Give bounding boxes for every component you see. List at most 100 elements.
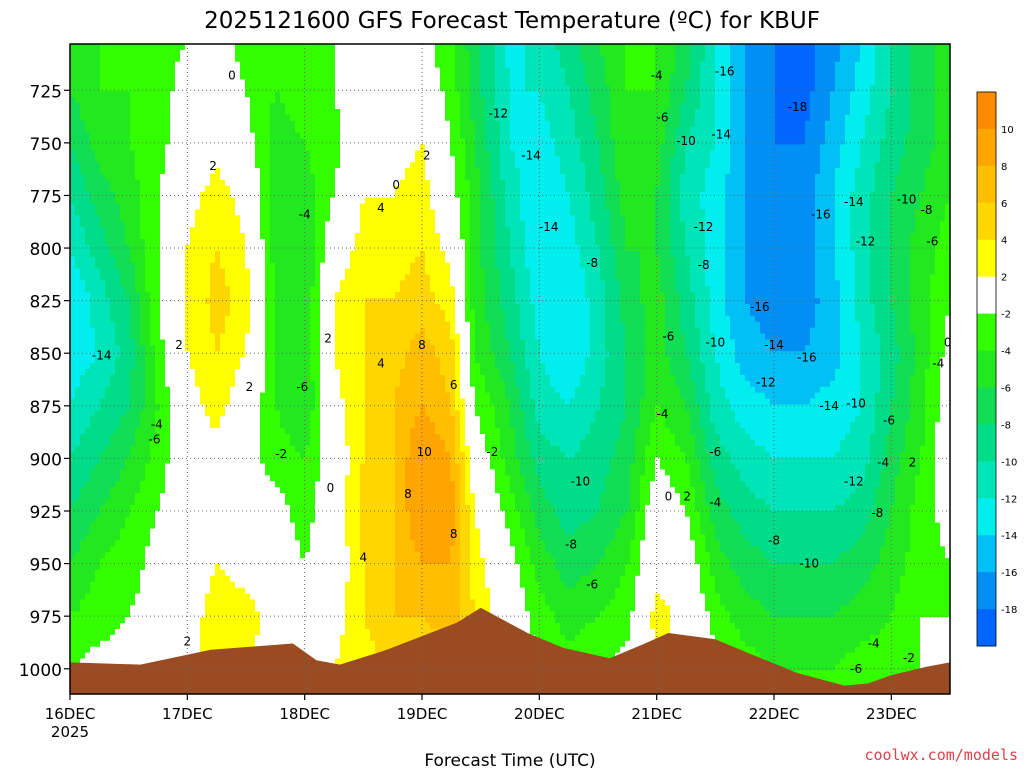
temperature-cell: [155, 310, 161, 317]
temperature-cell: [90, 517, 96, 524]
temperature-cell: [125, 617, 131, 624]
temperature-cell: [155, 452, 161, 459]
temperature-cell: [225, 399, 231, 406]
temperature-cell: [230, 381, 236, 388]
temperature-cell: [285, 127, 291, 134]
temperature-cell: [120, 233, 126, 240]
temperature-cell: [230, 351, 236, 358]
temperature-cell: [95, 298, 101, 305]
temperature-cell: [110, 127, 116, 134]
temperature-cell: [235, 464, 241, 471]
temperature-cell: [105, 387, 111, 394]
temperature-cell: [90, 499, 96, 506]
temperature-cell: [270, 233, 276, 240]
temperature-cell: [155, 369, 161, 376]
temperature-cell: [180, 481, 186, 488]
temperature-cell: [90, 487, 96, 494]
temperature-cell: [70, 375, 76, 382]
temperature-cell: [225, 304, 231, 311]
temperature-cell: [105, 458, 111, 465]
temperature-cell: [150, 221, 156, 228]
temperature-cell: [115, 605, 121, 612]
temperature-cell: [250, 322, 256, 329]
temperature-cell: [235, 168, 241, 175]
temperature-cell: [195, 334, 201, 341]
temperature-cell: [180, 546, 186, 553]
temperature-cell: [215, 570, 221, 577]
temperature-cell: [270, 109, 276, 116]
temperature-cell: [155, 635, 161, 642]
temperature-cell: [155, 381, 161, 388]
temperature-cell: [175, 552, 181, 559]
temperature-cell: [95, 487, 101, 494]
temperature-cell: [170, 416, 176, 423]
temperature-cell: [180, 594, 186, 601]
temperature-cell: [205, 523, 211, 530]
temperature-cell: [240, 139, 246, 146]
temperature-cell: [80, 446, 86, 453]
temperature-cell: [240, 280, 246, 287]
temperature-cell: [120, 103, 126, 110]
temperature-cell: [115, 79, 121, 86]
temperature-cell: [90, 280, 96, 287]
temperature-cell: [245, 221, 251, 228]
temperature-cell: [135, 328, 141, 335]
temperature-cell: [80, 162, 86, 169]
temperature-cell: [245, 517, 251, 524]
temperature-cell: [155, 529, 161, 536]
temperature-cell: [290, 292, 296, 299]
temperature-cell: [250, 68, 256, 75]
temperature-cell: [255, 168, 261, 175]
temperature-cell: [270, 91, 276, 98]
temperature-cell: [110, 381, 116, 388]
temperature-cell: [230, 127, 236, 134]
temperature-cell: [95, 204, 101, 211]
temperature-cell: [190, 85, 196, 92]
temperature-cell: [110, 387, 116, 394]
temperature-cell: [130, 316, 136, 323]
temperature-cell: [160, 304, 166, 311]
temperature-cell: [95, 97, 101, 104]
temperature-cell: [115, 641, 121, 648]
temperature-cell: [145, 298, 151, 305]
temperature-cell: [195, 617, 201, 624]
temperature-cell: [240, 369, 246, 376]
temperature-cell: [230, 393, 236, 400]
temperature-cell: [125, 452, 131, 459]
temperature-cell: [85, 245, 91, 252]
temperature-cell: [145, 292, 151, 299]
temperature-cell: [120, 540, 126, 547]
temperature-cell: [230, 375, 236, 382]
temperature-field: [70, 44, 951, 695]
temperature-cell: [230, 617, 236, 624]
temperature-cell: [90, 635, 96, 642]
temperature-cell: [170, 623, 176, 630]
temperature-cell: [130, 629, 136, 636]
temperature-cell: [150, 387, 156, 394]
temperature-cell: [75, 139, 81, 146]
temperature-cell: [255, 381, 261, 388]
temperature-cell: [145, 322, 151, 329]
temperature-cell: [85, 257, 91, 264]
temperature-cell: [150, 475, 156, 482]
temperature-cell: [160, 641, 166, 648]
temperature-cell: [220, 475, 226, 482]
temperature-cell: [285, 227, 291, 234]
temperature-cell: [85, 511, 91, 518]
temperature-cell: [205, 505, 211, 512]
temperature-cell: [115, 274, 121, 281]
temperature-cell: [245, 127, 251, 134]
temperature-cell: [90, 493, 96, 500]
temperature-cell: [145, 464, 151, 471]
temperature-cell: [290, 428, 296, 435]
temperature-cell: [140, 133, 146, 140]
temperature-cell: [130, 298, 136, 305]
temperature-cell: [95, 387, 101, 394]
temperature-cell: [75, 310, 81, 317]
temperature-cell: [245, 168, 251, 175]
temperature-cell: [160, 227, 166, 234]
temperature-cell: [210, 564, 216, 571]
temperature-cell: [250, 594, 256, 601]
temperature-cell: [225, 605, 231, 612]
temperature-cell: [115, 617, 121, 624]
